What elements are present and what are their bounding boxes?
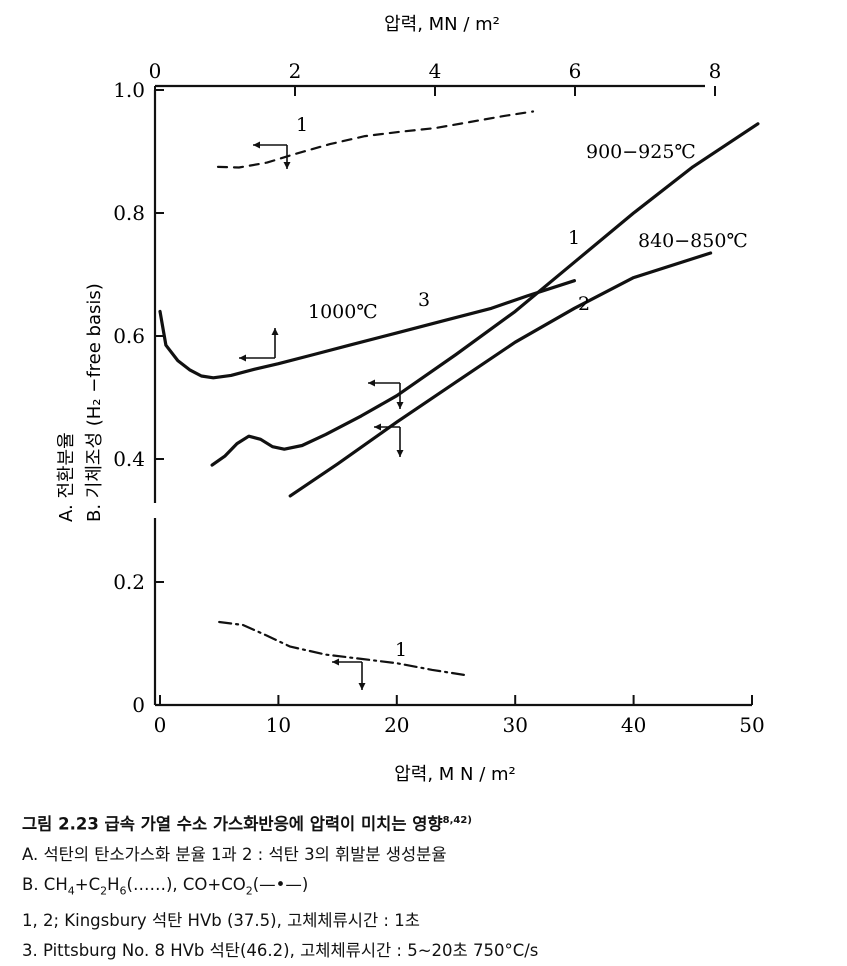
y-tick-label: 0.2 — [113, 570, 145, 594]
caption-line-a: A. 석탄의 탄소가스화 분율 1과 2 : 석탄 3의 휘발분 생성분율 — [22, 844, 447, 864]
axis-arrow-head — [358, 683, 366, 690]
series-line-s1_dashdot — [218, 620, 469, 677]
series-line-s2_solid — [288, 251, 713, 498]
x-bottom-tick-label: 30 — [502, 713, 527, 737]
caption-line-12: 1, 2; Kingsbury 석탄 HVb (37.5), 고체체류시간 : … — [22, 910, 420, 930]
chart-figure: 00.20.40.60.81.00 10 20 30 40 500 2 4 6 8 압력, MN … — [56, 14, 765, 785]
caption-title: 그림 2.23 급속 가열 수소 가스화반응에 압력이 미치는 영향8,42) — [22, 806, 842, 840]
x-bottom-tick-label: 50 — [739, 713, 764, 737]
caption-reference: 8,42) — [442, 815, 472, 826]
caption-title-text: 그림 2.23 급속 가열 수소 가스화반응에 압력이 미치는 영향 — [22, 814, 443, 834]
axis-arrow-head — [368, 379, 375, 387]
y-tick-label: 0.4 — [113, 447, 145, 471]
caption-b-sub: 2 — [100, 883, 108, 897]
caption-b-sub: 4 — [67, 883, 75, 897]
caption-b-part: +C — [74, 874, 101, 894]
x-bottom-tick-label: 20 — [384, 713, 409, 737]
curve-label-1: 1 — [568, 227, 580, 249]
y-tick-label: 0.6 — [113, 324, 145, 348]
bottom-axis-title: 압력, M N / m² — [394, 764, 516, 785]
annotation-temp-1000: 1000℃ — [308, 301, 378, 323]
annotation-temp-900: 900−925℃ — [586, 141, 696, 163]
x-top-tick-label: 0 — [149, 59, 162, 83]
x-top-tick-label: 2 — [289, 59, 302, 83]
caption-line-b: B. CH4+C2H6(……), CO+CO2(—•—) — [22, 870, 842, 906]
series-line-s1_solid — [210, 122, 760, 467]
x-top-tick-label: 6 — [569, 59, 582, 83]
chart-series — [158, 110, 760, 677]
y-tick-label: 0.8 — [113, 201, 145, 225]
caption-b-part: H — [107, 874, 120, 894]
curve-label-3: 3 — [418, 289, 430, 311]
arrow-markers — [239, 141, 404, 690]
caption-b-part: (—•—) — [252, 874, 309, 894]
caption-line-3: 3. Pittsburg No. 8 HVb 석탄(46.2), 고체체류시간 … — [22, 940, 539, 960]
axis-arrow-head — [253, 141, 260, 149]
caption-b-sub: 2 — [245, 883, 253, 897]
curve-label-dashed-1: 1 — [296, 114, 308, 136]
series-line-s1_dashed — [216, 110, 535, 169]
annotation-temp-840: 840−850℃ — [638, 230, 748, 252]
y-tick-label: 1.0 — [113, 78, 145, 102]
axis-arrow-head — [239, 354, 246, 362]
x-bottom-tick-label: 0 — [154, 713, 167, 737]
curve-label-2: 2 — [578, 293, 590, 315]
axis-arrow-head — [374, 423, 381, 431]
x-bottom-tick-label: 40 — [621, 713, 646, 737]
caption-b-part: B. CH — [22, 874, 68, 894]
axis-arrow-head — [271, 328, 279, 335]
axis-arrow-head — [396, 402, 404, 409]
axis-arrow-head — [283, 162, 291, 169]
y-axis-title-b: B. 기체조성 (H₂ −free basis) — [84, 283, 105, 522]
y-axis-title-a: A. 전환분율 — [56, 432, 77, 522]
figure-caption: 그림 2.23 급속 가열 수소 가스화반응에 압력이 미치는 영향8,42) … — [22, 806, 842, 966]
top-axis-title: 압력, MN / m² — [384, 14, 500, 35]
curve-label-dashdot-1: 1 — [395, 639, 407, 661]
caption-b-sub: 6 — [119, 883, 127, 897]
x-top-tick-label: 4 — [429, 59, 442, 83]
series-line-s3_solid — [158, 279, 577, 380]
axis-arrow-head — [332, 658, 339, 666]
chart-axes: 00.20.40.60.81.00 10 20 30 40 500 2 4 6 8 — [113, 59, 765, 737]
y-tick-label: 0 — [132, 693, 145, 717]
caption-b-part: (……), CO+CO — [126, 874, 246, 894]
x-bottom-tick-label: 10 — [266, 713, 291, 737]
axis-arrow-head — [396, 450, 404, 457]
x-top-tick-label: 8 — [709, 59, 722, 83]
